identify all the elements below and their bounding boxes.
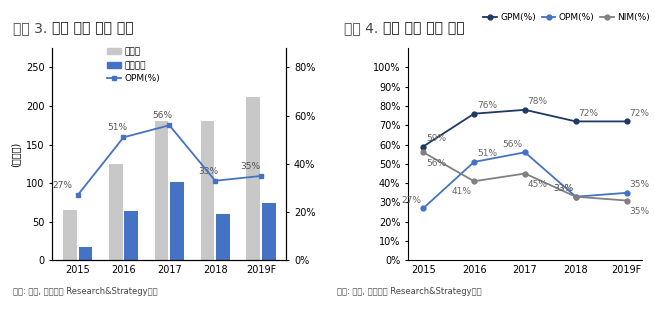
NIM(%) (419, 150, 427, 154)
GPM(%) (572, 120, 580, 123)
Line: NIM(%): NIM(%) (421, 150, 629, 203)
NIM(%) (521, 172, 529, 175)
Text: 41%: 41% (452, 187, 472, 196)
GPM(%) (470, 112, 478, 116)
GPM(%) (419, 145, 427, 148)
Y-axis label: (십억원): (십억원) (10, 142, 20, 167)
Legend: 매출액, 영업이익, OPM(%): 매출액, 영업이익, OPM(%) (104, 44, 164, 87)
Text: 76%: 76% (477, 101, 497, 110)
Text: 56%: 56% (153, 111, 173, 120)
Bar (109, 164, 122, 260)
NIM(%) (470, 179, 478, 183)
Bar (216, 214, 230, 260)
Text: 자료: 휴젤, 대신증권 Research&Strategy본부: 자료: 휴젤, 대신증권 Research&Strategy본부 (337, 287, 482, 296)
Line: GPM(%): GPM(%) (421, 107, 629, 149)
Text: 자료: 휴젤, 대신증권 Research&Strategy본부: 자료: 휴젤, 대신증권 Research&Strategy본부 (13, 287, 158, 296)
Text: 51%: 51% (107, 123, 127, 132)
Bar (63, 210, 77, 260)
Bar (155, 122, 168, 260)
Legend: GPM(%), OPM(%), NIM(%): GPM(%), OPM(%), NIM(%) (480, 10, 654, 26)
OPM(%) (419, 206, 427, 210)
Text: 78%: 78% (528, 97, 548, 106)
OPM(%) (572, 195, 580, 199)
Bar (246, 97, 260, 260)
NIM(%) (623, 199, 631, 202)
Line: OPM(%): OPM(%) (421, 150, 629, 211)
Text: 휴젤 연간 실적 전망: 휴젤 연간 실적 전망 (52, 21, 134, 35)
Text: 35%: 35% (629, 207, 650, 216)
Text: 59%: 59% (426, 134, 446, 143)
Text: 27%: 27% (401, 196, 421, 205)
Text: 51%: 51% (477, 149, 497, 158)
OPM(%) (521, 150, 529, 154)
Text: 35%: 35% (629, 180, 650, 189)
Text: 27%: 27% (52, 181, 73, 190)
Text: 56%: 56% (503, 140, 523, 149)
Text: 35%: 35% (240, 162, 261, 171)
Text: 그림 4.: 그림 4. (344, 21, 378, 35)
Bar (170, 182, 184, 260)
Text: 72%: 72% (578, 109, 599, 118)
Text: 그림 3.: 그림 3. (13, 21, 47, 35)
Text: 33%: 33% (553, 184, 574, 193)
NIM(%) (572, 195, 580, 199)
OPM(%) (470, 160, 478, 164)
Text: 56%: 56% (426, 159, 446, 168)
Bar (124, 211, 138, 260)
Text: 33%: 33% (198, 167, 219, 176)
GPM(%) (521, 108, 529, 112)
Bar (262, 203, 276, 260)
Text: 72%: 72% (629, 109, 649, 118)
Bar (79, 246, 92, 260)
Text: 33%: 33% (553, 184, 574, 193)
GPM(%) (623, 120, 631, 123)
OPM(%) (623, 191, 631, 195)
Text: 45%: 45% (528, 180, 548, 189)
Text: 휴젤 연간 실적 전망: 휴젤 연간 실적 전망 (383, 21, 464, 35)
Bar (200, 121, 214, 260)
